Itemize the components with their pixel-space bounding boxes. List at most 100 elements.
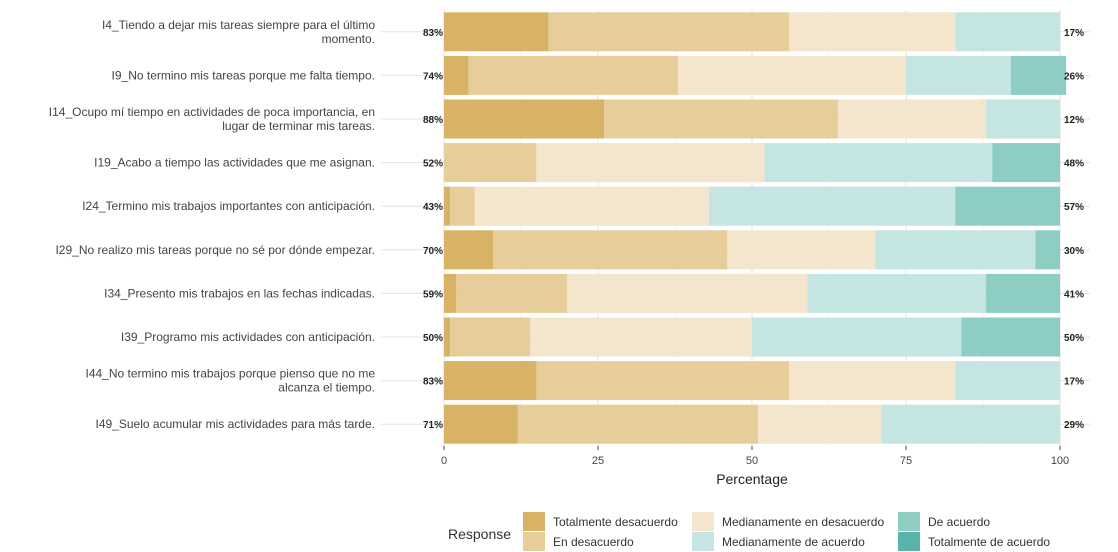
legend-swatch: [898, 532, 920, 551]
percent-labels: 83% 74% 88% 52% 43% 70% 59% 50% 83% 71% 17% 26% 12% 4…: [423, 28, 1084, 431]
bar-segment: [955, 186, 1060, 226]
x-tick-label: 100: [1051, 455, 1069, 467]
x-axis-ticks: 0 25 50 75 100: [441, 446, 1069, 467]
bar-segment: [838, 99, 987, 139]
bar-segment: [444, 404, 518, 444]
legend-item: Medianamente en desacuerdo: [692, 512, 884, 531]
legend-title: Response: [448, 526, 512, 542]
right-percent-label: 17%: [1064, 377, 1084, 388]
right-percent-label: 50%: [1064, 333, 1084, 344]
category-label: I29_No realizo mis tareas porque no sé p…: [55, 243, 375, 257]
legend-swatch: [692, 532, 714, 551]
bar-segment: [955, 361, 1060, 401]
bar-segment: [807, 273, 987, 313]
right-percent-label: 48%: [1064, 159, 1084, 170]
legend-label: En desacuerdo: [553, 534, 634, 549]
x-tick-label: 50: [746, 455, 758, 467]
bar-segment: [536, 361, 789, 401]
category-label: I49_Suelo acumular mis actividades para …: [96, 417, 375, 431]
right-percent-label: 41%: [1064, 289, 1084, 300]
bar-segment: [986, 99, 1060, 139]
legend-swatch: [898, 512, 920, 531]
left-percent-label: 43%: [423, 202, 443, 213]
left-percent-label: 88%: [423, 115, 443, 126]
bar-segment: [708, 186, 956, 226]
left-percent-label: 74%: [423, 71, 443, 82]
category-label: I44_No termino mis trabajos porque piens…: [86, 367, 376, 395]
bar-segment: [444, 99, 605, 139]
bar-segment: [474, 186, 709, 226]
x-tick-label: 75: [900, 455, 912, 467]
category-label: I19_Acabo a tiempo las actividades que m…: [94, 156, 375, 170]
bar-segment: [444, 273, 457, 313]
category-label: I9_No termino mis tareas porque me falta…: [112, 68, 375, 82]
bar-segment: [444, 186, 451, 226]
right-percent-label: 12%: [1064, 115, 1084, 126]
left-percent-label: 71%: [423, 420, 443, 431]
bar-segment: [450, 186, 475, 226]
left-percent-label: 52%: [423, 159, 443, 170]
bar-segment: [788, 12, 956, 52]
legend-swatch: [692, 512, 714, 531]
bar-segment: [788, 361, 956, 401]
bars: [444, 12, 1067, 444]
category-labels: I4_Tiendo a dejar mis tareas siempre par…: [49, 18, 376, 431]
bar-segment: [752, 317, 962, 357]
legend-item: De acuerdo: [898, 512, 990, 531]
bar-segment: [955, 12, 1060, 52]
bar-segment: [444, 12, 549, 52]
bar-segment: [1035, 230, 1060, 270]
bar-segment: [961, 317, 1060, 357]
bar-segment: [444, 55, 469, 95]
legend-item: Medianamente de acuerdo: [692, 532, 865, 551]
right-percent-label: 17%: [1064, 28, 1084, 39]
category-label: I39_Programo mis actividades con anticip…: [121, 330, 375, 344]
bar-segment: [517, 404, 759, 444]
chart-svg: I4_Tiendo a dejar mis tareas siempre par…: [49, 10, 1090, 487]
legend-swatch: [523, 512, 545, 531]
bar-segment: [456, 273, 568, 313]
x-tick-label: 0: [441, 455, 447, 467]
legend-label: Totalmente desacuerdo: [553, 514, 678, 529]
legend-label: Medianamente en desacuerdo: [722, 514, 885, 529]
bar-segment: [548, 12, 789, 52]
bar-segment: [758, 404, 882, 444]
bar-segment: [727, 230, 876, 270]
legend: Response Totalmente desacuerdo En desacue…: [448, 508, 1118, 552]
x-axis-label: Percentage: [716, 471, 788, 487]
bar-segment: [444, 143, 537, 183]
bar-segment: [567, 273, 808, 313]
bar-segment: [764, 143, 993, 183]
legend-label: De acuerdo: [928, 514, 991, 529]
right-percent-label: 29%: [1064, 420, 1084, 431]
right-percent-label: 30%: [1064, 246, 1084, 257]
legend-label: Medianamente de acuerdo: [722, 534, 865, 549]
left-percent-label: 50%: [423, 333, 443, 344]
legend-swatch: [523, 532, 545, 551]
bar-segment: [444, 317, 451, 357]
bar-segment: [530, 317, 752, 357]
bar-segment: [444, 230, 494, 270]
category-label: I24_Termino mis trabajos importantes con…: [82, 199, 375, 213]
right-percent-label: 26%: [1064, 71, 1084, 82]
bar-segment: [536, 143, 765, 183]
legend-item: En desacuerdo: [523, 532, 634, 551]
bar-segment: [992, 143, 1060, 183]
legend-item: Totalmente desacuerdo: [523, 512, 678, 531]
left-percent-label: 70%: [423, 246, 443, 257]
bar-segment: [450, 317, 531, 357]
bar-segment: [906, 55, 1011, 95]
bar-segment: [875, 230, 1036, 270]
right-percent-label: 57%: [1064, 202, 1084, 213]
bar-segment: [493, 230, 728, 270]
bar-segment: [468, 55, 679, 95]
legend-label: Totalmente de acuerdo: [928, 534, 1051, 549]
legend-item: Totalmente de acuerdo: [898, 532, 1050, 551]
bar-segment: [444, 361, 537, 401]
bar-segment: [986, 273, 1060, 313]
bar-segment: [604, 99, 839, 139]
left-percent-label: 83%: [423, 377, 443, 388]
bar-segment: [881, 404, 1060, 444]
category-label: I4_Tiendo a dejar mis tareas siempre par…: [102, 18, 375, 46]
left-percent-label: 59%: [423, 289, 443, 300]
